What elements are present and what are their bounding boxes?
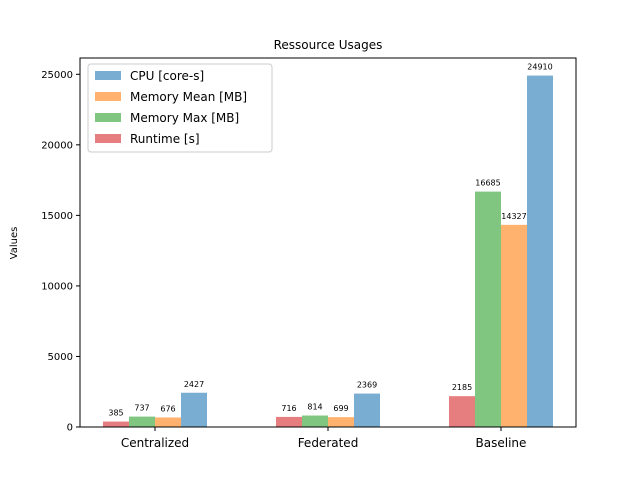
y-tick-label: 10000	[41, 281, 73, 292]
y-tick-label: 20000	[41, 140, 73, 151]
y-axis: 0 5000 10000 15000 20000 25000	[41, 70, 80, 434]
x-tick-label-baseline: Baseline	[476, 436, 527, 450]
bar-runtime-s-centralized	[103, 421, 129, 427]
legend-swatch-cpu-core-s	[95, 71, 121, 80]
bar-label-memory-max-mb-federated: 814	[307, 403, 322, 412]
bar-runtime-s-baseline	[449, 396, 475, 427]
x-axis: Centralized Federated Baseline	[121, 427, 527, 450]
bar-cpu-core-s-federated	[354, 393, 380, 427]
bar-label-runtime-s-centralized: 385	[108, 409, 123, 418]
bar-cpu-core-s-centralized	[181, 392, 207, 427]
bar-label-memory-mean-mb-federated: 699	[333, 404, 348, 413]
plot-frame	[79, 57, 577, 428]
bar-cpu-core-s-baseline	[527, 75, 553, 428]
bar-memory-mean-mb-federated	[328, 417, 354, 427]
y-tick-label: 0	[67, 423, 73, 434]
y-tick-label: 5000	[48, 352, 73, 363]
bars-group	[103, 75, 553, 428]
chart-title: Ressource Usages	[274, 38, 383, 52]
bar-memory-max-mb-centralized	[129, 416, 155, 427]
legend-label-memory-max-mb: Memory Max [MB]	[130, 111, 239, 125]
bar-memory-max-mb-baseline	[475, 191, 501, 427]
y-tick-label: 15000	[41, 211, 73, 222]
bar-labels-group: 385 737 676 2427 716 814 699 2369 2185 16685 14327…	[108, 63, 552, 418]
bar-memory-max-mb-federated	[302, 415, 328, 427]
bar-label-cpu-core-s-centralized: 2427	[184, 380, 204, 389]
bar-label-runtime-s-federated: 716	[281, 404, 296, 413]
legend-swatch-memory-max-mb	[95, 113, 121, 122]
legend: CPU [core-s] Memory Mean [MB] Memory Max […	[87, 63, 273, 153]
legend-swatch-runtime-s	[95, 134, 121, 143]
bar-memory-mean-mb-baseline	[501, 224, 527, 427]
bar-label-cpu-core-s-baseline: 24910	[527, 63, 552, 72]
legend-label-cpu-core-s: CPU [core-s]	[130, 69, 204, 83]
bar-runtime-s-federated	[276, 416, 302, 427]
bar-memory-mean-mb-centralized	[155, 417, 181, 427]
legend-label-runtime-s: Runtime [s]	[130, 132, 200, 146]
bar-label-memory-max-mb-baseline: 16685	[475, 179, 500, 188]
bar-label-memory-mean-mb-baseline: 14327	[501, 212, 526, 221]
bar-label-memory-mean-mb-centralized: 676	[160, 404, 175, 413]
legend-swatch-memory-mean-mb	[95, 92, 121, 101]
bar-label-cpu-core-s-federated: 2369	[357, 381, 377, 390]
x-tick-label-federated: Federated	[298, 436, 359, 450]
legend-box	[87, 63, 273, 153]
y-axis-label: Values	[9, 227, 20, 260]
bar-label-memory-max-mb-centralized: 737	[134, 404, 149, 413]
bar-label-runtime-s-baseline: 2185	[452, 383, 472, 392]
y-tick-label: 25000	[41, 70, 73, 81]
x-tick-label-centralized: Centralized	[121, 436, 189, 450]
legend-label-memory-mean-mb: Memory Mean [MB]	[130, 90, 247, 104]
